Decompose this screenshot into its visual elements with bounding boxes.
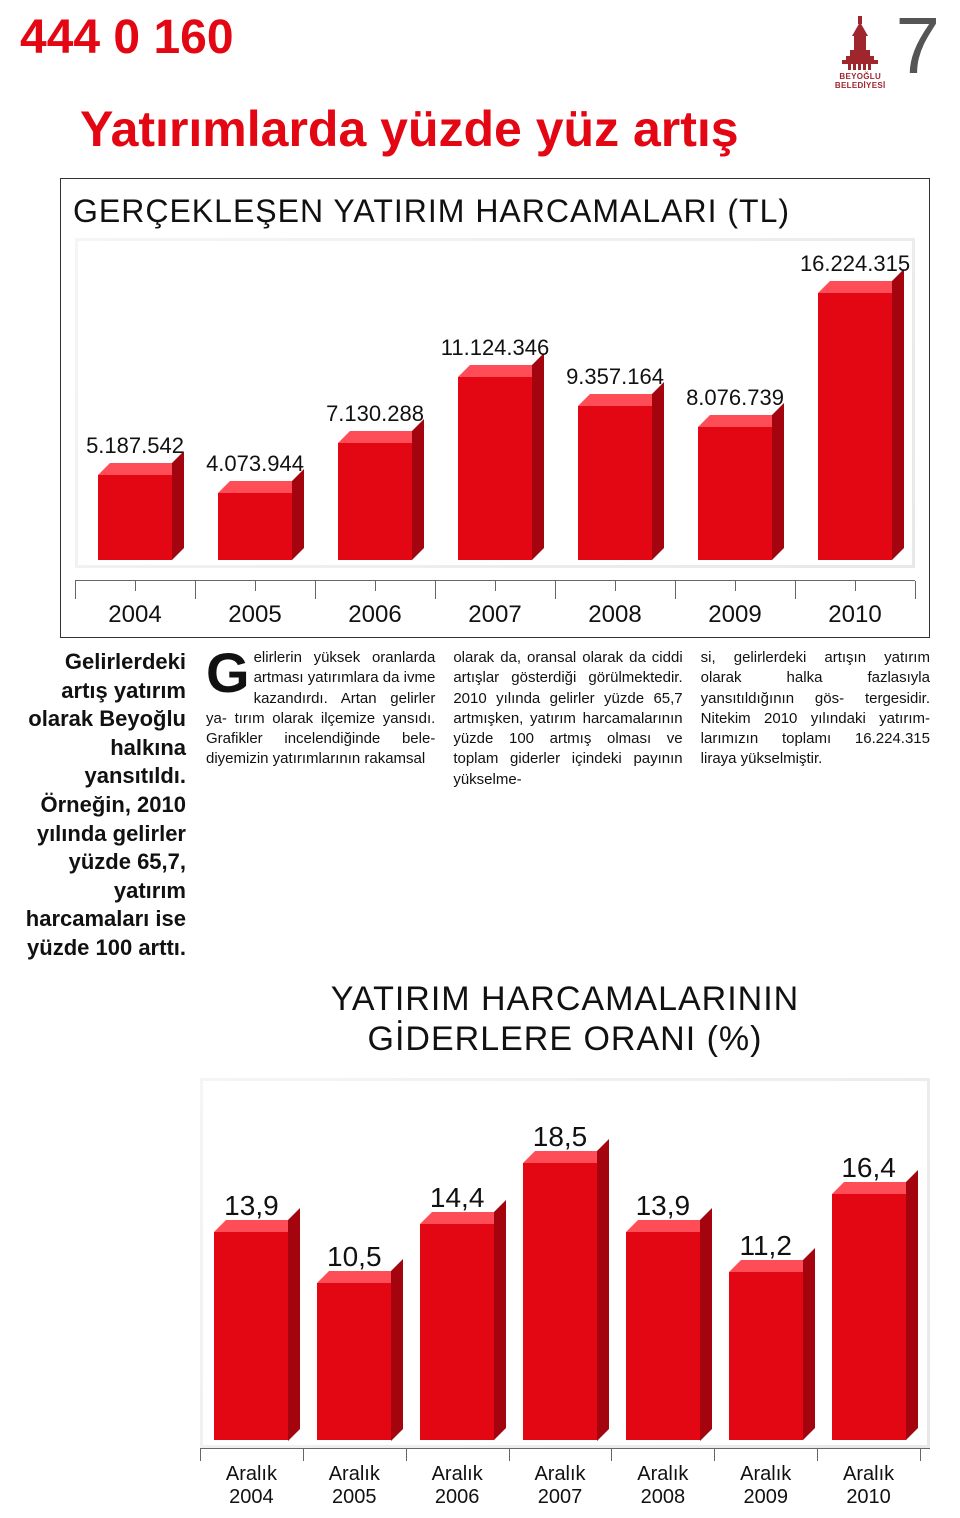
chart2-bar-label: 18,5	[533, 1121, 588, 1153]
chart1-x-label: 2010	[828, 601, 881, 629]
chart-ratio: YATIRIM HARCAMALARININ GİDERLERE ORANI (…	[200, 979, 930, 1518]
chart1-bar-label: 9.357.164	[566, 364, 664, 390]
logo-caption-1: BEYOĞLU	[839, 72, 881, 81]
chart2-bar-label: 14,4	[430, 1182, 485, 1214]
chart2-x-axis: Aralık2004 Aralık2005 Aralık2006 Aralık2007…	[200, 1448, 930, 1518]
chart1-bar: 7.130.288	[338, 443, 412, 560]
chart2-bar-label: 13,9	[636, 1190, 691, 1222]
chart2-bar: 14,4	[420, 1224, 494, 1440]
body-col-2: olarak da, oransal olarak da ciddi artış…	[453, 648, 682, 963]
chart1-x-axis: 2004 2005 2006 2007 2008 2009 2010	[75, 580, 915, 636]
chart2-x-label: Aralık2007	[534, 1463, 585, 1509]
chart2-x-label: Aralık2010	[843, 1463, 894, 1509]
chart2-title: YATIRIM HARCAMALARININ GİDERLERE ORANI (…	[200, 979, 930, 1061]
chart2-bar: 16,4	[832, 1194, 906, 1440]
chart2-bar-label: 13,9	[224, 1190, 279, 1222]
chart2-x-label: Aralık2006	[432, 1463, 483, 1509]
chart2-x-label: Aralık2008	[637, 1463, 688, 1509]
chart1-bar: 9.357.164	[578, 406, 652, 560]
municipality-logo: BEYOĞLU BELEDİYESİ	[835, 14, 886, 90]
chart-investment-spending: GERÇEKLEŞEN YATIRIM HARCAMALARI (TL) 5.1…	[60, 178, 930, 638]
chart1-x-label: 2005	[228, 601, 281, 629]
chart1-bar: 16.224.315	[818, 293, 892, 560]
chart2-bar: 13,9	[214, 1232, 288, 1441]
chart1-bar: 4.073.944	[218, 493, 292, 560]
chart1-title: GERÇEKLEŞEN YATIRIM HARCAMALARI (TL)	[61, 179, 929, 230]
chart1-bar-label: 16.224.315	[800, 251, 910, 277]
chart2-bar: 18,5	[523, 1163, 597, 1441]
chart2-bar: 11,2	[729, 1272, 803, 1440]
chart1-x-label: 2009	[708, 601, 761, 629]
chart1-bar-label: 4.073.944	[206, 451, 304, 477]
chart2-bar-label: 11,2	[739, 1230, 791, 1262]
chart2-bar-label: 16,4	[841, 1152, 896, 1184]
dropcap: G	[206, 648, 254, 698]
chart1-bar: 11.124.346	[458, 377, 532, 560]
chart1-bar-label: 7.130.288	[326, 401, 424, 427]
phone-number: 444 0 160	[20, 10, 234, 65]
chart2-bar: 13,9	[626, 1232, 700, 1441]
chart2-bar-label: 10,5	[327, 1241, 382, 1273]
chart1-x-label: 2008	[588, 601, 641, 629]
chart1-bar-label: 5.187.542	[86, 433, 184, 459]
chart1-plot-area: 5.187.542 4.073.944 7.130.288 11.124.346 9.3…	[75, 238, 915, 568]
chart2-x-label: Aralık2009	[740, 1463, 791, 1509]
chart1-bar: 5.187.542	[98, 475, 172, 560]
chart2-title-line2: GİDERLERE ORANI (%)	[368, 1020, 763, 1058]
page-header: 444 0 160 BEYOĞLU BELEDİYESİ 7	[0, 0, 960, 90]
chart2-x-label: Aralık2005	[329, 1463, 380, 1509]
chart1-bar-label: 11.124.346	[441, 335, 549, 361]
chart1-x-label: 2006	[348, 601, 401, 629]
logo-caption-2: BELEDİYESİ	[835, 81, 886, 90]
page-right: BEYOĞLU BELEDİYESİ 7	[835, 10, 940, 90]
main-title: Yatırımlarda yüzde yüz artış	[0, 90, 960, 178]
chart2-bar: 10,5	[317, 1283, 391, 1441]
chart2-title-line1: YATIRIM HARCAMALARININ	[331, 980, 799, 1018]
chart1-x-label: 2007	[468, 601, 521, 629]
chart2-x-label: Aralık2004	[226, 1463, 277, 1509]
body-col-1: G elirlerin yüksek oranlarda artması yat…	[206, 648, 435, 963]
body-col-3: si, gelirlerdeki artışın yatırım olarak …	[701, 648, 930, 963]
chart1-bar-label: 8.076.739	[686, 385, 784, 411]
page-number: 7	[896, 10, 941, 82]
chart1-bar: 8.076.739	[698, 427, 772, 560]
chart2-plot-area: 13,9 10,5 14,4 18,5 13,9 11,2 16,4	[200, 1078, 930, 1448]
tower-icon	[838, 14, 882, 72]
chart1-x-label: 2004	[108, 601, 161, 629]
